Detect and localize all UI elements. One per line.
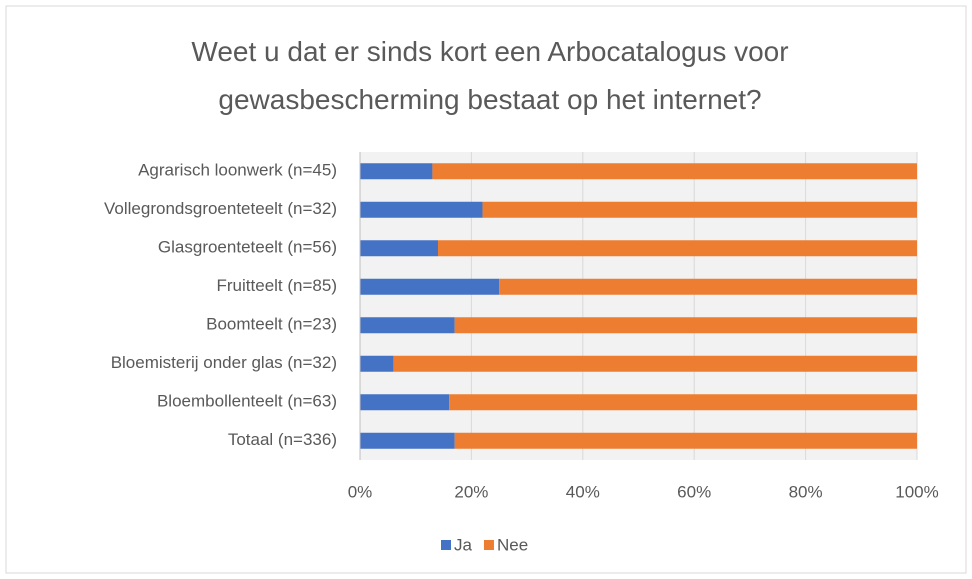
bar-segment	[449, 394, 917, 411]
bar-segment	[360, 317, 455, 334]
bar-segment	[360, 240, 438, 257]
bar-segment	[393, 355, 917, 372]
bar-segment	[432, 163, 917, 180]
bar-segment	[360, 355, 394, 372]
x-tick-label: 100%	[895, 482, 938, 501]
legend-label: Nee	[497, 535, 528, 554]
y-tick-label: Bloemisterij onder glas (n=32)	[111, 353, 337, 372]
y-tick-label: Vollegrondsgroenteteelt (n=32)	[104, 199, 337, 218]
legend-swatch	[441, 540, 451, 550]
y-tick-label: Glasgroenteteelt (n=56)	[158, 238, 337, 257]
bar-segment	[454, 432, 917, 449]
plot-area	[360, 152, 917, 460]
bar-segment	[360, 163, 433, 180]
legend-label: Ja	[454, 535, 473, 554]
x-tick-label: 40%	[566, 482, 600, 501]
chart-title: Weet u dat er sinds kort een Arbocatalog…	[191, 36, 789, 115]
x-tick-label: 60%	[677, 482, 711, 501]
bar-segment	[360, 394, 450, 411]
y-tick-label: Boomteelt (n=23)	[206, 315, 337, 334]
x-tick-label: 20%	[454, 482, 488, 501]
y-tick-label: Bloembollenteelt (n=63)	[157, 392, 337, 411]
bar-segment	[360, 432, 455, 449]
y-tick-label: Fruitteelt (n=85)	[217, 276, 337, 295]
x-tick-label: 0%	[348, 482, 373, 501]
x-tick-label: 80%	[789, 482, 823, 501]
bar-segment	[454, 317, 917, 334]
y-tick-label: Totaal (n=336)	[228, 430, 337, 449]
bar-segment	[482, 201, 917, 218]
bar-segment	[360, 278, 500, 295]
y-tick-label: Agrarisch loonwerk (n=45)	[138, 161, 337, 180]
bar-segment	[499, 278, 917, 295]
bar-segment	[437, 240, 917, 257]
legend-swatch	[483, 540, 494, 550]
bar-segment	[360, 201, 483, 218]
